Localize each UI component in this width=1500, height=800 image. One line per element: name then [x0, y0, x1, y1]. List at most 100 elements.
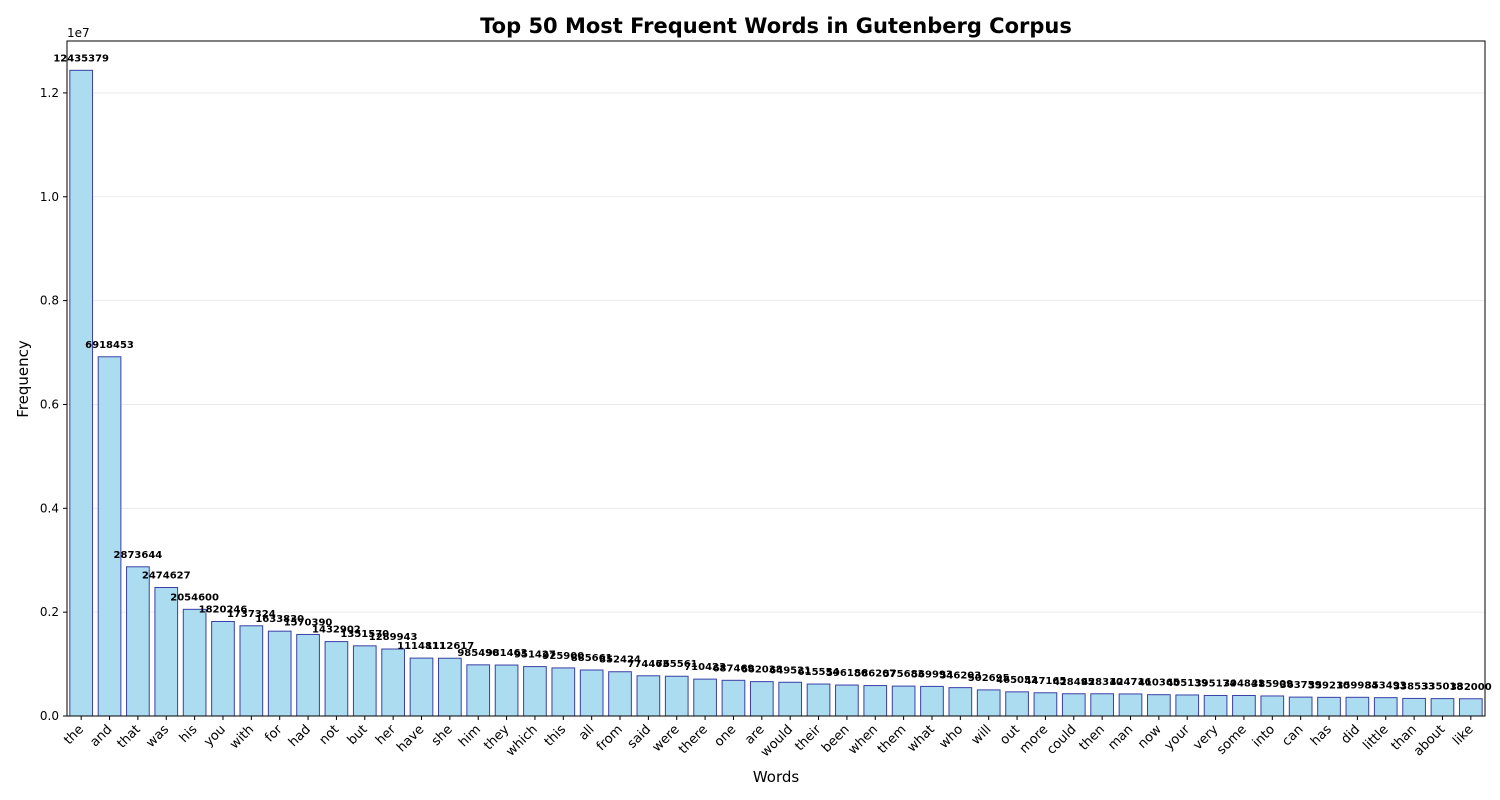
bar-that — [126, 566, 150, 717]
x-tick-label-them: them — [875, 722, 910, 757]
data-label-been: 596186 — [826, 668, 868, 679]
bar-little — [1373, 697, 1398, 717]
bar-what — [920, 685, 944, 717]
bar-into — [1260, 695, 1285, 717]
data-label-who: 546203 — [939, 671, 981, 682]
x-tick-label-more: more — [1017, 722, 1051, 756]
data-label-there: 710423 — [684, 662, 726, 673]
x-tick-label-would: would — [758, 722, 796, 760]
data-label-would: 649521 — [769, 665, 811, 676]
bar-been — [835, 684, 859, 717]
data-label-she: 1112617 — [426, 641, 475, 652]
x-tick-label-who: who — [937, 722, 967, 752]
bar-this — [551, 667, 576, 717]
bar-were — [664, 675, 689, 717]
bar-him — [466, 664, 491, 717]
chart-title: Top 50 Most Frequent Words in Gutenberg … — [480, 14, 1072, 38]
x-tick-label-all: all — [576, 722, 597, 743]
data-label-about: 335018 — [1422, 682, 1464, 693]
data-label-her: 1289943 — [369, 632, 418, 643]
data-labels: 12435379 6918453 2873644 2474627 20546001820… — [53, 53, 1491, 692]
x-tick-label-about: about — [1411, 722, 1448, 759]
bar-did — [1345, 696, 1370, 717]
x-tick-label-which: which — [503, 722, 540, 759]
data-label-one: 687469 — [713, 663, 755, 674]
data-label-what: 569993 — [911, 669, 953, 680]
data-label-but: 1351570 — [340, 629, 389, 640]
data-label-are: 662038 — [741, 665, 783, 676]
x-tick-label-could: could — [1044, 722, 1080, 758]
x-tick-label-have: have — [394, 722, 427, 755]
x-tick-label-did: did — [1338, 722, 1363, 747]
data-label-the: 12435379 — [53, 53, 109, 64]
x-tick-label-there: there — [676, 722, 711, 757]
data-label-has: 359210 — [1308, 680, 1350, 691]
bar-who — [948, 687, 973, 717]
x-tick-label-she: she — [429, 722, 456, 749]
y-tick-label: 0.0 — [40, 709, 59, 723]
y-axis: 0.0 0.2 0.4 0.6 0.8 1.0 1.2 — [40, 86, 67, 723]
bar-for — [267, 630, 292, 717]
bar-could — [1061, 693, 1086, 717]
x-tick-label-but: but — [345, 722, 371, 748]
data-label-some: 394841 — [1223, 678, 1265, 689]
y-axis-label: Frequency — [14, 340, 32, 418]
data-label-your: 405139 — [1166, 678, 1208, 689]
x-tick-label-him: him — [456, 722, 484, 750]
bar-them — [891, 685, 916, 717]
bar-from — [608, 671, 632, 717]
x-tick-label-had: had — [286, 722, 314, 750]
data-label-that: 2873644 — [114, 550, 163, 561]
data-label-his: 2054600 — [170, 592, 219, 603]
bar-the — [69, 69, 94, 717]
x-tick-label-then: then — [1076, 722, 1108, 754]
bar-she — [438, 657, 462, 717]
bar-there — [693, 678, 717, 717]
data-label-out: 465052 — [996, 675, 1038, 686]
x-tick-label-little: little — [1360, 722, 1391, 753]
y-tick-label: 0.2 — [40, 605, 59, 619]
x-tick-label-their: their — [792, 722, 824, 754]
data-label-man: 424716 — [1110, 677, 1152, 688]
x-tick-label-not: not — [317, 722, 343, 748]
data-label-were: 765561 — [656, 659, 698, 670]
data-label-had: 1570390 — [284, 617, 333, 628]
data-label-which: 951427 — [514, 650, 556, 661]
bar-some — [1232, 694, 1256, 717]
data-label-all: 885661 — [571, 653, 613, 664]
x-tick-label-like: like — [1450, 722, 1476, 748]
y-tick-label: 0.8 — [40, 294, 59, 308]
data-label-did: 359984 — [1337, 680, 1379, 691]
bar-then — [1090, 693, 1114, 717]
x-tick-label-man: man — [1105, 722, 1136, 753]
bar-her — [381, 648, 405, 717]
bar-and — [97, 356, 122, 717]
bar-your — [1175, 694, 1200, 717]
y-tick-label: 1.0 — [40, 190, 59, 204]
bar-his — [182, 608, 207, 717]
data-label-now: 410365 — [1138, 678, 1180, 689]
plot-frame — [66, 40, 1486, 717]
data-label-and: 6918453 — [85, 340, 134, 351]
bar-will — [976, 689, 1001, 717]
data-label-not: 1432902 — [312, 625, 361, 636]
x-axis-label: Words — [753, 768, 800, 786]
x-tick-label-from: from — [594, 722, 626, 754]
data-label-him: 985490 — [457, 648, 499, 659]
data-label-you: 1820246 — [199, 604, 248, 615]
data-label-when: 586207 — [854, 669, 896, 680]
bar-man — [1118, 693, 1143, 717]
data-label-could: 428495 — [1053, 677, 1095, 688]
bar-has — [1317, 696, 1341, 717]
x-tick-label-this: this — [542, 722, 570, 750]
data-label-than: 338533 — [1393, 681, 1435, 692]
data-label-their: 615554 — [798, 667, 840, 678]
x-tick-label-said: said — [625, 722, 654, 751]
x-tick-label-has: has — [1308, 722, 1335, 749]
data-label-them: 575683 — [883, 669, 925, 680]
x-tick-label-been: been — [819, 722, 853, 756]
x-tick-label-was: was — [144, 722, 173, 751]
data-label-very: 395174 — [1195, 678, 1237, 689]
data-label-from: 852424 — [599, 655, 641, 666]
